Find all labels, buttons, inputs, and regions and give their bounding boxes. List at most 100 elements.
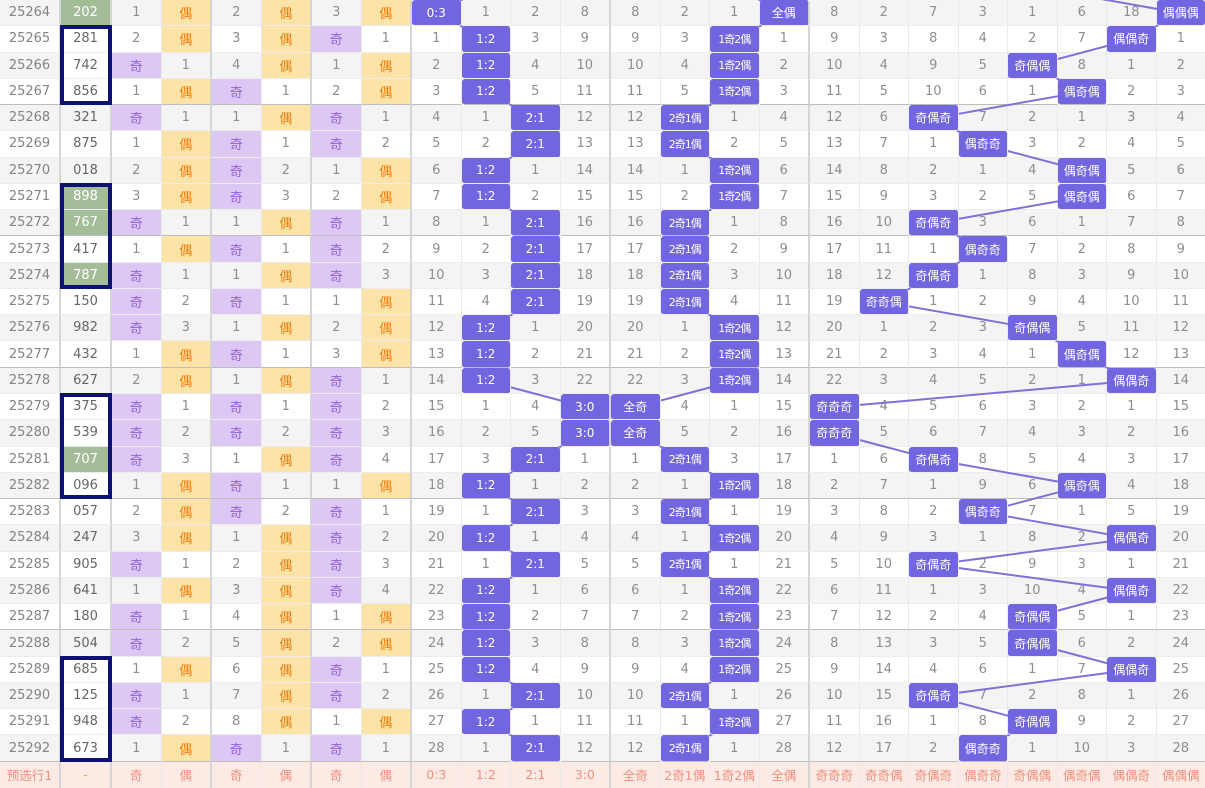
miss-count-cell: 3 bbox=[710, 262, 760, 289]
even-hit-cell: 偶 bbox=[361, 78, 412, 106]
miss-count-cell: 11 bbox=[412, 288, 462, 316]
miss-count-cell: 18 bbox=[810, 262, 860, 289]
odd-hit-cell: 奇 bbox=[112, 315, 162, 342]
period-cell: 25287 bbox=[0, 604, 61, 631]
miss-count-cell: 17 bbox=[759, 446, 810, 473]
hit-cell: 1奇2偶 bbox=[710, 472, 760, 500]
miss-count-cell: 1 bbox=[161, 52, 212, 79]
miss-count-cell: 2 bbox=[511, 341, 561, 368]
miss-count-cell: 23 bbox=[759, 604, 810, 631]
miss-count-cell: 2 bbox=[161, 420, 212, 447]
miss-count-cell: 2 bbox=[212, 0, 262, 27]
miss-count-cell: 15 bbox=[412, 393, 462, 421]
footer-column-label: 奇偶偶 bbox=[1008, 761, 1058, 788]
period-cell: 25285 bbox=[0, 551, 61, 578]
even-hit-cell: 偶 bbox=[261, 577, 312, 605]
miss-count-cell: 1 bbox=[161, 604, 212, 631]
period-cell: 25272 bbox=[0, 210, 61, 237]
hit-cell: 1:2 bbox=[461, 315, 511, 342]
miss-count-cell: 11 bbox=[611, 78, 661, 106]
period-cell: 25270 bbox=[0, 157, 61, 184]
period-cell: 25267 bbox=[0, 78, 61, 106]
even-hit-cell: 偶 bbox=[161, 341, 212, 368]
miss-count-cell: 1 bbox=[1008, 0, 1058, 27]
miss-count-cell: 4 bbox=[958, 341, 1008, 368]
hit-cell: 偶奇偶 bbox=[1057, 78, 1107, 106]
miss-count-cell: 26 bbox=[412, 682, 462, 710]
hit-cell: 3:0 bbox=[560, 393, 611, 421]
draw-number-cell: 707 bbox=[61, 446, 112, 473]
miss-count-cell: 1 bbox=[1107, 393, 1157, 421]
table-row: 25270 018 2 偶奇 2 1 偶 6 1:2 1 14 14 1 1奇2偶 6 14 8 2 1 4 偶奇偶 5 6 bbox=[0, 157, 1205, 184]
miss-count-cell: 1 bbox=[710, 499, 760, 526]
hit-cell: 2:1 bbox=[511, 551, 561, 578]
miss-count-cell: 3 bbox=[511, 367, 561, 394]
period-cell: 25273 bbox=[0, 236, 61, 263]
miss-count-cell: 1 bbox=[511, 472, 561, 500]
hit-cell: 1奇2偶 bbox=[710, 604, 760, 631]
hit-cell: 2:1 bbox=[511, 210, 561, 237]
miss-count-cell: 8 bbox=[909, 26, 959, 53]
miss-count-cell: 1 bbox=[261, 236, 312, 263]
hit-cell: 2奇1偶 bbox=[660, 551, 710, 578]
hit-cell: 偶偶奇 bbox=[1107, 367, 1157, 394]
miss-count-cell: 18 bbox=[560, 262, 611, 289]
miss-count-cell: 4 bbox=[361, 577, 412, 605]
draw-number-cell: 125 bbox=[61, 682, 112, 710]
miss-count-cell: 5 bbox=[1057, 604, 1107, 631]
miss-count-cell: 18 bbox=[1156, 472, 1205, 500]
miss-count-cell: 6 bbox=[1156, 157, 1205, 184]
period-cell: 25291 bbox=[0, 709, 61, 736]
miss-count-cell: 9 bbox=[859, 183, 909, 211]
miss-count-cell: 16 bbox=[759, 420, 810, 447]
hit-cell: 1奇2偶 bbox=[710, 577, 760, 605]
miss-count-cell: 2 bbox=[361, 236, 412, 263]
table-row: 25271 898 3 偶奇 3 2 偶 7 1:2 2 15 15 2 1奇2偶 7 15 9 3 2 5 偶奇偶 6 7 bbox=[0, 183, 1205, 211]
draw-number-cell: 875 bbox=[61, 131, 112, 158]
miss-count-cell: 1 bbox=[261, 78, 312, 106]
miss-count-cell: 1 bbox=[361, 499, 412, 526]
miss-count-cell: 4 bbox=[1057, 288, 1107, 316]
miss-count-cell: 2 bbox=[909, 604, 959, 631]
miss-count-cell: 13 bbox=[611, 131, 661, 158]
miss-count-cell: 1 bbox=[1008, 735, 1058, 762]
miss-count-cell: 14 bbox=[810, 157, 860, 184]
hit-cell: 偶奇偶 bbox=[1057, 341, 1107, 368]
table-row: 25267 856 1 偶奇 1 2 偶 3 1:2 5 11 11 5 1奇2偶 3 11 5 10 6 1 偶奇偶 2… bbox=[0, 78, 1205, 106]
miss-count-cell: 11 bbox=[611, 709, 661, 736]
even-hit-cell: 偶 bbox=[261, 604, 312, 631]
miss-count-cell: 3 bbox=[361, 262, 412, 289]
miss-count-cell: 1 bbox=[909, 131, 959, 158]
odd-hit-cell: 奇 bbox=[212, 499, 262, 526]
miss-count-cell: 8 bbox=[212, 709, 262, 736]
hit-cell: 偶奇奇 bbox=[958, 236, 1008, 263]
miss-count-cell: 2 bbox=[958, 288, 1008, 316]
miss-count-cell: 2 bbox=[660, 604, 710, 631]
miss-count-cell: 13 bbox=[759, 341, 810, 368]
miss-count-cell: 4 bbox=[810, 525, 860, 552]
footer-column-label: 1奇2偶 bbox=[710, 761, 760, 788]
miss-count-cell: 3 bbox=[958, 210, 1008, 237]
miss-count-cell: 1 bbox=[611, 446, 661, 473]
miss-count-cell: 27 bbox=[759, 709, 810, 736]
hit-cell: 2奇1偶 bbox=[660, 735, 710, 762]
miss-count-cell: 2 bbox=[261, 157, 312, 184]
miss-count-cell: 3 bbox=[1008, 131, 1058, 158]
miss-count-cell: 12 bbox=[611, 735, 661, 762]
miss-count-cell: 23 bbox=[1156, 604, 1205, 631]
miss-count-cell: 13 bbox=[412, 341, 462, 368]
hit-cell: 奇偶奇 bbox=[909, 262, 959, 289]
hit-cell: 偶奇奇 bbox=[958, 499, 1008, 526]
miss-count-cell: 13 bbox=[560, 131, 611, 158]
miss-count-cell: 1 bbox=[909, 709, 959, 736]
miss-count-cell: 8 bbox=[1057, 52, 1107, 79]
period-cell: 25271 bbox=[0, 183, 61, 211]
hit-cell: 全奇 bbox=[611, 393, 661, 421]
miss-count-cell: 7 bbox=[859, 472, 909, 500]
miss-count-cell: 20 bbox=[611, 315, 661, 342]
miss-count-cell: 9 bbox=[1008, 551, 1058, 578]
even-hit-cell: 偶 bbox=[361, 630, 412, 657]
draw-number-cell: 685 bbox=[61, 656, 112, 683]
even-hit-cell: 偶 bbox=[261, 210, 312, 237]
miss-count-cell: 2 bbox=[161, 288, 212, 316]
